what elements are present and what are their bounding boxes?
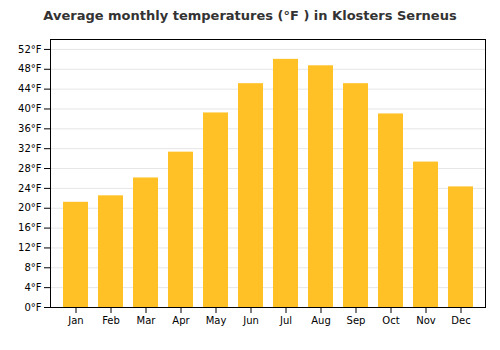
svg-text:48°F: 48°F bbox=[18, 63, 42, 74]
svg-text:16°F: 16°F bbox=[18, 222, 42, 233]
svg-text:12°F: 12°F bbox=[18, 242, 42, 253]
svg-text:Mar: Mar bbox=[137, 315, 157, 326]
svg-text:36°F: 36°F bbox=[18, 123, 42, 134]
svg-text:Apr: Apr bbox=[172, 315, 190, 326]
svg-text:Nov: Nov bbox=[416, 315, 436, 326]
svg-text:0°F: 0°F bbox=[24, 302, 41, 313]
svg-text:20°F: 20°F bbox=[18, 202, 42, 213]
svg-text:32°F: 32°F bbox=[18, 143, 42, 154]
svg-text:Feb: Feb bbox=[102, 315, 120, 326]
svg-text:May: May bbox=[206, 315, 227, 326]
svg-text:Jan: Jan bbox=[67, 315, 83, 326]
svg-text:40°F: 40°F bbox=[18, 103, 42, 114]
svg-text:52°F: 52°F bbox=[18, 44, 42, 55]
svg-text:Sep: Sep bbox=[347, 315, 366, 326]
svg-text:4°F: 4°F bbox=[24, 282, 41, 293]
html-text:Average monthly temperatures (: Average monthly temperatures (°F ) in Kl… bbox=[43, 8, 457, 23]
svg-text:Aug: Aug bbox=[311, 315, 331, 326]
svg-text:24°F: 24°F bbox=[18, 183, 42, 194]
svg-text:Jun: Jun bbox=[242, 315, 259, 326]
svg-text:44°F: 44°F bbox=[18, 83, 42, 94]
svg-text:Jul: Jul bbox=[279, 315, 292, 326]
svg-text:Oct: Oct bbox=[382, 315, 399, 326]
svg-text:Dec: Dec bbox=[451, 315, 470, 326]
svg-text:8°F: 8°F bbox=[24, 262, 41, 273]
svg-text:28°F: 28°F bbox=[18, 163, 42, 174]
